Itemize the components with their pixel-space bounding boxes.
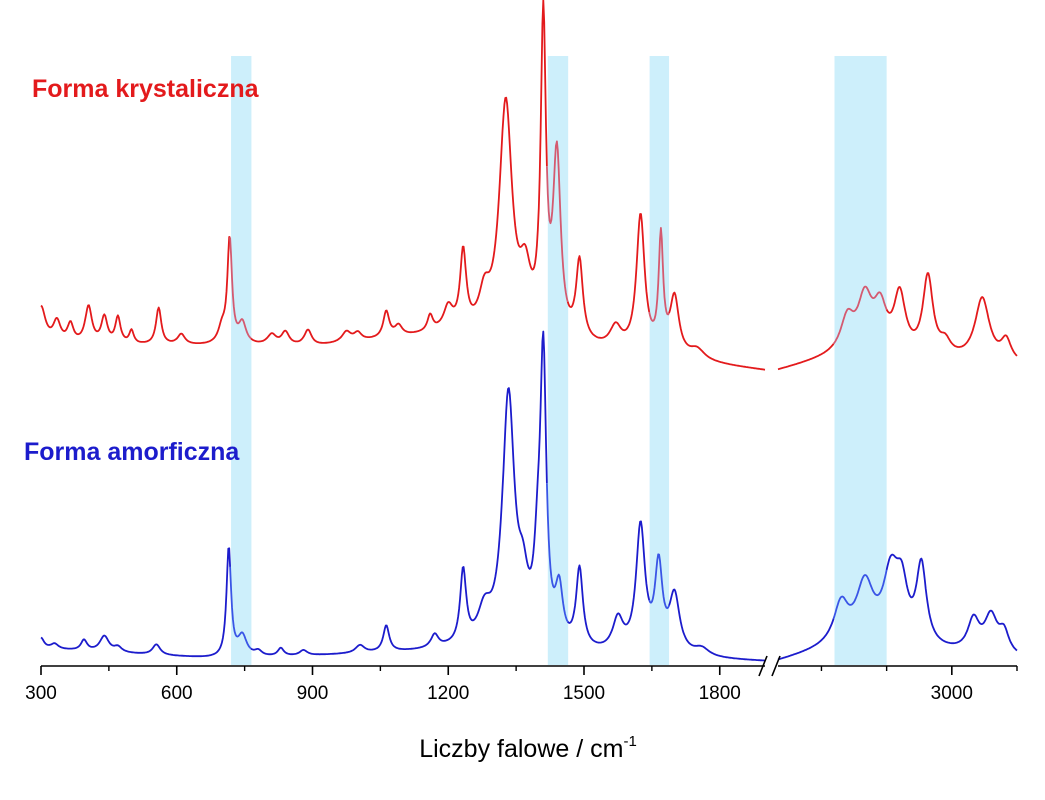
series-line-segment [250, 0, 548, 344]
x-tick-label: 900 [297, 683, 329, 704]
series-line-segment [832, 285, 888, 345]
series-label-crystalline: Forma krystaliczna [32, 75, 260, 103]
highlight-band-4 [834, 56, 887, 665]
series-line-segment [668, 588, 765, 662]
x-tick-label: 300 [25, 683, 57, 704]
x-axis: 300 600 900 1200 1500 1800 3000 [25, 655, 1018, 704]
x-tick-label: 1200 [427, 683, 469, 704]
series-line-segment [40, 236, 231, 344]
spectra-curves [40, 0, 1018, 662]
series-line-segment [832, 569, 888, 619]
highlight-band-3 [649, 56, 670, 665]
series-line-segment [250, 330, 548, 656]
highlight-band-1 [231, 56, 252, 665]
series-line-segment [546, 140, 569, 302]
x-tick-label: 1500 [563, 683, 605, 704]
series-line-segment [648, 227, 670, 322]
series-line-segment [566, 213, 651, 339]
series-line-segment [648, 553, 670, 610]
x-tick-label: 3000 [931, 683, 973, 704]
series-line-segment [668, 291, 766, 371]
axis-break-mark [771, 655, 781, 677]
series-crystalline [40, 0, 1018, 371]
series-label-amorphous: Forma amorficzna [24, 438, 240, 466]
series-line-segment [885, 272, 1018, 357]
series-line-segment [567, 520, 651, 644]
series-amorphous [40, 330, 1018, 662]
series-line-segment [885, 553, 1018, 652]
series-line-segment [229, 237, 252, 340]
series-line-segment [546, 483, 569, 623]
series-line-segment [777, 343, 835, 371]
axis-break-mark [758, 655, 768, 677]
highlight-bands [231, 56, 887, 665]
x-axis-title: Liczby falowe / cm-1 [419, 733, 637, 763]
series-line-segment [40, 547, 231, 658]
x-tick-label: 600 [161, 683, 193, 704]
series-line-segment [777, 618, 835, 661]
x-tick-label: 1800 [699, 683, 741, 704]
series-line-segment [229, 566, 252, 650]
